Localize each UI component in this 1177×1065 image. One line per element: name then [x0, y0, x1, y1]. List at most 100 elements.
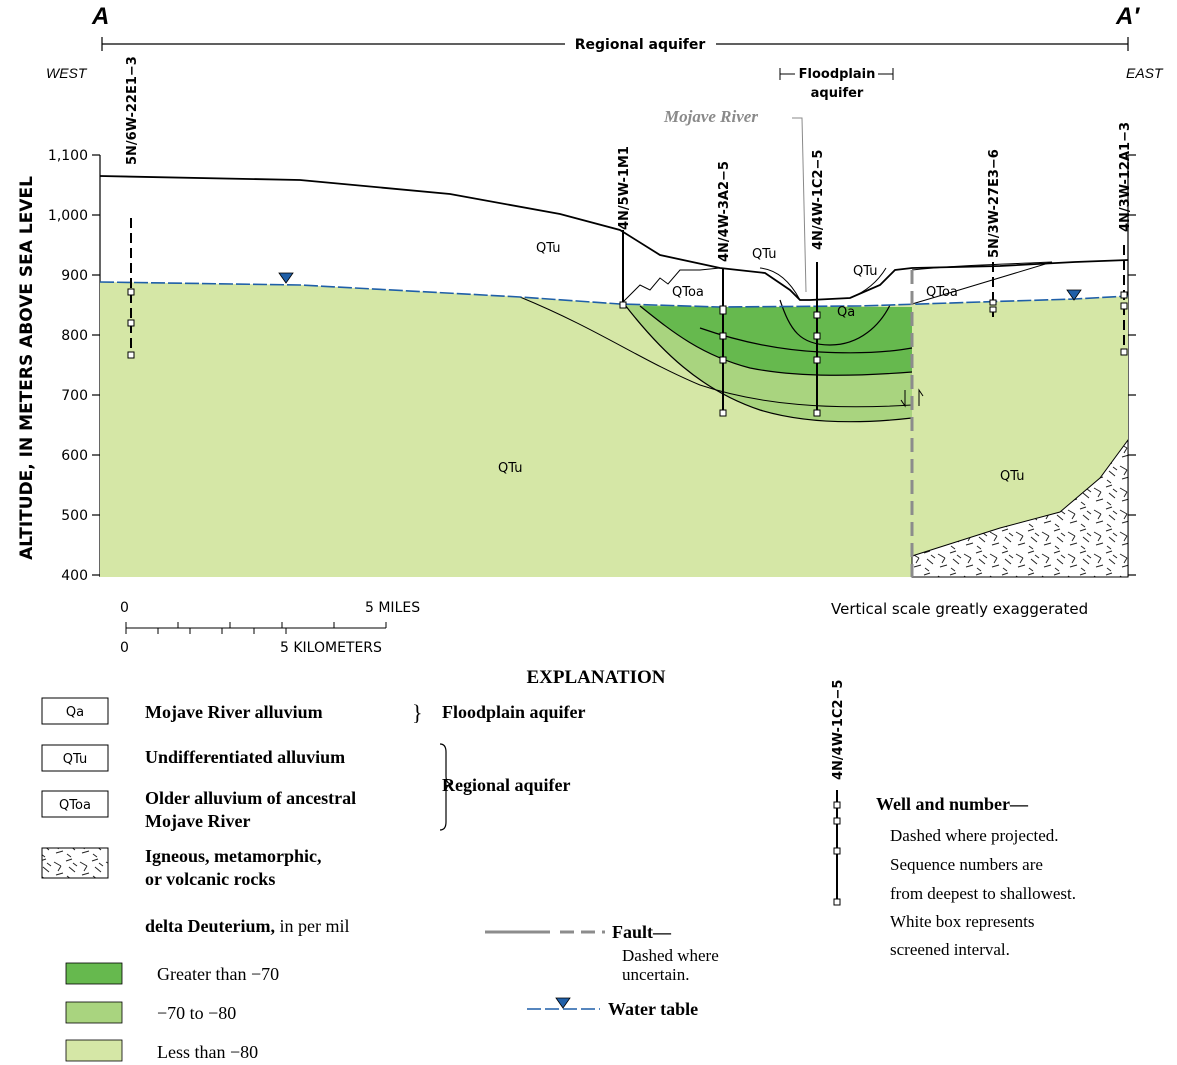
well-legend-title: Well and number— — [876, 794, 1029, 814]
floodplain-aquifer-span: Floodplain aquifer — [779, 67, 894, 101]
unit-label-qa: Qa — [837, 305, 855, 320]
well-legend-line1: Dashed where projected. — [890, 826, 1059, 845]
vertical-scale-note: Vertical scale greatly exaggerated — [831, 600, 1088, 618]
wells: 5N/6W-22E1−3 4N/5W-1M1 4N/4W-3A2−5 4N/4W… — [125, 56, 1133, 417]
y-axis-label: ALTITUDE, IN METERS ABOVE SEA LEVEL — [17, 176, 37, 560]
well-legend-line3: from deepest to shallowest. — [890, 884, 1076, 903]
igneous-line2: or volcanic rocks — [145, 869, 275, 889]
unit-label-qtu: QTu — [752, 247, 776, 262]
deuterium-heading: delta Deuterium, in per mil — [145, 916, 349, 936]
unit-label-qtoa: QToa — [926, 285, 958, 300]
regional-aquifer-span: Regional aquifer — [101, 37, 1129, 53]
deuterium-bold: delta Deuterium, — [145, 916, 275, 936]
well-legend-line4: White box represents — [890, 912, 1034, 931]
floodplain-label-line1: Floodplain — [799, 67, 876, 82]
section-start-label: A — [91, 3, 109, 30]
well-5n-6w-22e1: 5N/6W-22E1−3 — [125, 56, 140, 359]
water-table-legend-marker — [555, 997, 571, 1009]
well-legend-symbol: 4N/4W-1C2−5 — [831, 680, 846, 906]
qtoa-description-line1: Older alluvium of ancestral — [145, 788, 356, 808]
well-legend-line5: screened interval. — [890, 940, 1010, 959]
contour-line — [519, 296, 913, 408]
qtu-description: Undifferentiated alluvium — [145, 747, 345, 767]
section-end-label: A′ — [1115, 3, 1140, 30]
fault-arrows — [900, 388, 924, 408]
y-ticks-right — [1128, 154, 1136, 576]
regional-aquifer-explanation: Regional aquifer — [442, 775, 571, 795]
scale-bars: 0 5 MILES 0 5 KILOMETERS Vertical scale … — [120, 600, 1088, 656]
km-zero: 0 — [120, 640, 129, 656]
contour-line — [699, 327, 913, 354]
water-table-legend-label: Water table — [608, 999, 698, 1019]
cross-section: QTu QToa QTu QTu Qa QToa QTu QTu — [99, 175, 1129, 578]
well-4n-4w-3a2: 4N/4W-3A2−5 — [717, 161, 732, 417]
west-label: WEST — [46, 65, 88, 81]
floodplain-label-line2: aquifer — [811, 86, 864, 101]
east-label: EAST — [1126, 65, 1164, 81]
well-label: 4N/4W-1C2−5 — [811, 150, 826, 250]
qtoa-description-line2: Mojave River — [145, 811, 250, 831]
contour-line — [624, 304, 913, 423]
well-label: 4N/4W-3A2−5 — [717, 161, 732, 262]
fault-line1: Dashed where — [622, 946, 719, 965]
y-tick-label: 400 — [61, 568, 88, 584]
unit-label-qtu: QTu — [536, 241, 560, 256]
land-surface — [99, 175, 1129, 301]
y-axis: ALTITUDE, IN METERS ABOVE SEA LEVEL 1,10… — [17, 148, 1136, 584]
igneous-swatch — [41, 847, 109, 879]
well-label: 5N/6W-22E1−3 — [125, 56, 140, 165]
y-tick-label: 900 — [61, 268, 88, 284]
y-ticks: 1,100 1,000 900 800 700 600 500 400 — [48, 148, 100, 584]
zone-less-than-80 — [100, 282, 1128, 577]
deuterium-rest: in per mil — [275, 916, 350, 936]
miles-zero: 0 — [120, 600, 129, 616]
section-header: A A′ Regional aquifer WEST EAST Floodpla… — [46, 3, 1164, 293]
well-5n-3w-27e3: 5N/3W-27E3−6 — [987, 149, 1002, 318]
mile-ticks — [125, 622, 387, 634]
legend-swatch-70-80 — [65, 1001, 123, 1024]
unit-label-qtoa: QToa — [672, 285, 704, 300]
igneous-line1: Igneous, metamorphic, — [145, 846, 322, 866]
unit-label-qtu: QTu — [853, 264, 877, 279]
well-4n-5w-1m1: 4N/5W-1M1 — [617, 146, 632, 309]
qtu-box-label: QTu — [63, 752, 87, 767]
explanation-title: EXPLANATION — [527, 667, 666, 688]
y-tick-label: 1,100 — [48, 148, 88, 164]
explanation: EXPLANATION Qa Mojave River alluvium } F… — [41, 667, 1076, 1062]
qtoa-box-label: QToa — [59, 798, 91, 813]
river-leader — [792, 117, 807, 293]
legend-lt80-label: Less than −80 — [157, 1042, 258, 1062]
y-tick-label: 500 — [61, 508, 88, 524]
qa-box-label: Qa — [66, 705, 84, 720]
well-4n-4w-1c2: 4N/4W-1C2−5 — [811, 150, 826, 417]
km-label: 5 KILOMETERS — [280, 640, 382, 656]
well-label: 5N/3W-27E3−6 — [987, 149, 1002, 258]
qa-brace: } — [412, 700, 423, 725]
y-tick-label: 1,000 — [48, 208, 88, 224]
well-legend-line2: Sequence numbers are — [890, 855, 1043, 874]
unit-label-qtu: QTu — [1000, 469, 1024, 484]
fault-title: Fault— — [612, 922, 672, 942]
unit-label-qtu: QTu — [498, 461, 522, 476]
miles-label: 5 MILES — [365, 600, 420, 616]
water-table-marker — [1066, 289, 1082, 301]
y-tick-label: 800 — [61, 328, 88, 344]
well-4n-3w-12a1: 4N/3W-12A1−3 — [1118, 122, 1133, 356]
qtu-lens — [759, 267, 801, 301]
regional-aquifer-label: Regional aquifer — [575, 37, 706, 53]
y-tick-label: 600 — [61, 448, 88, 464]
river-label: Mojave River — [663, 107, 758, 126]
qtoa-outline — [619, 267, 721, 306]
y-tick-label: 700 — [61, 388, 88, 404]
igneous-rock-body — [911, 438, 1129, 578]
fault-line2: uncertain. — [622, 965, 690, 984]
legend-70-80-label: −70 to −80 — [157, 1003, 236, 1023]
floodplain-aquifer-label: Floodplain aquifer — [442, 702, 586, 722]
qa-channel — [779, 299, 891, 346]
well-label: 4N/5W-1M1 — [617, 146, 632, 230]
legend-swatch-lt80 — [65, 1039, 123, 1062]
water-table-marker — [278, 272, 294, 284]
qtoa-outline-east — [911, 261, 1053, 305]
regional-brace — [439, 743, 453, 831]
